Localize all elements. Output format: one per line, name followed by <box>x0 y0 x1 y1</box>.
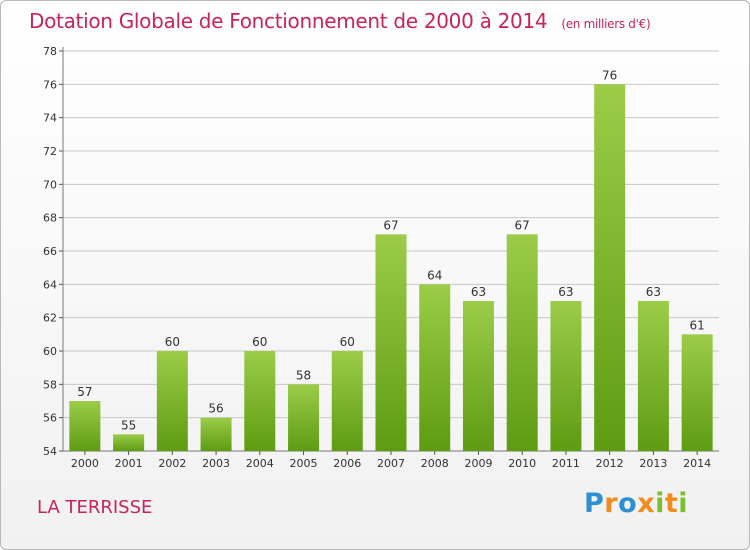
commune-name: LA TERRISSE <box>37 497 153 518</box>
data-label-2008: 64 <box>427 268 442 282</box>
bar-2011 <box>550 301 582 451</box>
bar-2006 <box>331 351 363 451</box>
bar-2002 <box>156 351 188 451</box>
x-tick-label: 2009 <box>464 457 492 470</box>
data-label-2004: 60 <box>252 335 267 349</box>
x-tick-label: 2006 <box>333 457 361 470</box>
data-label-2000: 57 <box>77 385 92 399</box>
x-tick-label: 2013 <box>639 457 667 470</box>
data-label-2007: 67 <box>383 218 398 232</box>
x-tick-label: 2003 <box>202 457 230 470</box>
y-tick-label: 64 <box>43 278 57 291</box>
title-text: Dotation Globale de Fonctionnement de 20… <box>29 9 548 33</box>
bar-2008 <box>419 284 451 451</box>
logo-letter: i <box>678 488 689 519</box>
y-tick-label: 78 <box>43 45 57 58</box>
data-label-2006: 60 <box>340 335 355 349</box>
bar-2010 <box>506 234 538 451</box>
logo-letter: P <box>584 488 605 519</box>
x-tick-label: 2008 <box>421 457 449 470</box>
data-label-2001: 55 <box>121 418 136 432</box>
proxiti-logo[interactable]: Proxiti <box>584 488 688 519</box>
data-label-2003: 56 <box>208 402 223 416</box>
x-tick-label: 2007 <box>377 457 405 470</box>
bar-2004 <box>244 351 276 451</box>
x-tick-label: 2000 <box>71 457 99 470</box>
data-label-2005: 58 <box>296 368 311 382</box>
x-tick-label: 2012 <box>596 457 624 470</box>
data-label-2013: 63 <box>646 285 661 299</box>
x-tick-label: 2005 <box>290 457 318 470</box>
data-label-2012: 76 <box>602 68 617 82</box>
chart-title: Dotation Globale de Fonctionnement de 20… <box>29 9 651 33</box>
bar-2001 <box>113 434 145 451</box>
x-tick-label: 2002 <box>158 457 186 470</box>
x-tick-label: 2011 <box>552 457 580 470</box>
y-tick-label: 70 <box>43 178 57 191</box>
x-tick-label: 2014 <box>683 457 711 470</box>
y-tick-label: 56 <box>43 412 57 425</box>
y-tick-label: 72 <box>43 145 57 158</box>
logo-letter: r <box>604 488 619 519</box>
x-tick-label: 2001 <box>115 457 143 470</box>
data-label-2002: 60 <box>165 335 180 349</box>
logo-letter: t <box>664 488 679 519</box>
y-tick-label: 58 <box>43 378 57 391</box>
y-tick-label: 66 <box>43 245 57 258</box>
logo-letter: x <box>637 488 656 519</box>
bar-2012 <box>594 84 626 451</box>
y-tick-label: 74 <box>43 112 57 125</box>
logo-letter: o <box>618 488 638 519</box>
bar-2003 <box>200 417 232 451</box>
y-tick-label: 68 <box>43 212 57 225</box>
data-label-2009: 63 <box>471 285 486 299</box>
unit-note: (en milliers d'€) <box>561 17 651 31</box>
bar-2013 <box>637 301 669 451</box>
data-label-2011: 63 <box>558 285 573 299</box>
data-label-2014: 61 <box>689 318 704 332</box>
bar-2000 <box>69 401 101 451</box>
logo-letter: i <box>655 488 665 519</box>
x-tick-label: 2004 <box>246 457 274 470</box>
bar-2009 <box>462 301 494 451</box>
data-label-2010: 67 <box>515 218 530 232</box>
y-tick-label: 60 <box>43 345 57 358</box>
y-tick-label: 76 <box>43 78 57 91</box>
y-tick-label: 54 <box>43 445 57 458</box>
labels: 54 56 58 60 62 64 66 68 70 72 74 76 78 57 2000 55 2001 60… <box>43 45 711 470</box>
bar-2005 <box>288 384 320 451</box>
x-tick-label: 2010 <box>508 457 536 470</box>
bar-2014 <box>681 334 713 451</box>
bar-2007 <box>375 234 407 451</box>
bars <box>69 84 713 451</box>
y-tick-label: 62 <box>43 312 57 325</box>
